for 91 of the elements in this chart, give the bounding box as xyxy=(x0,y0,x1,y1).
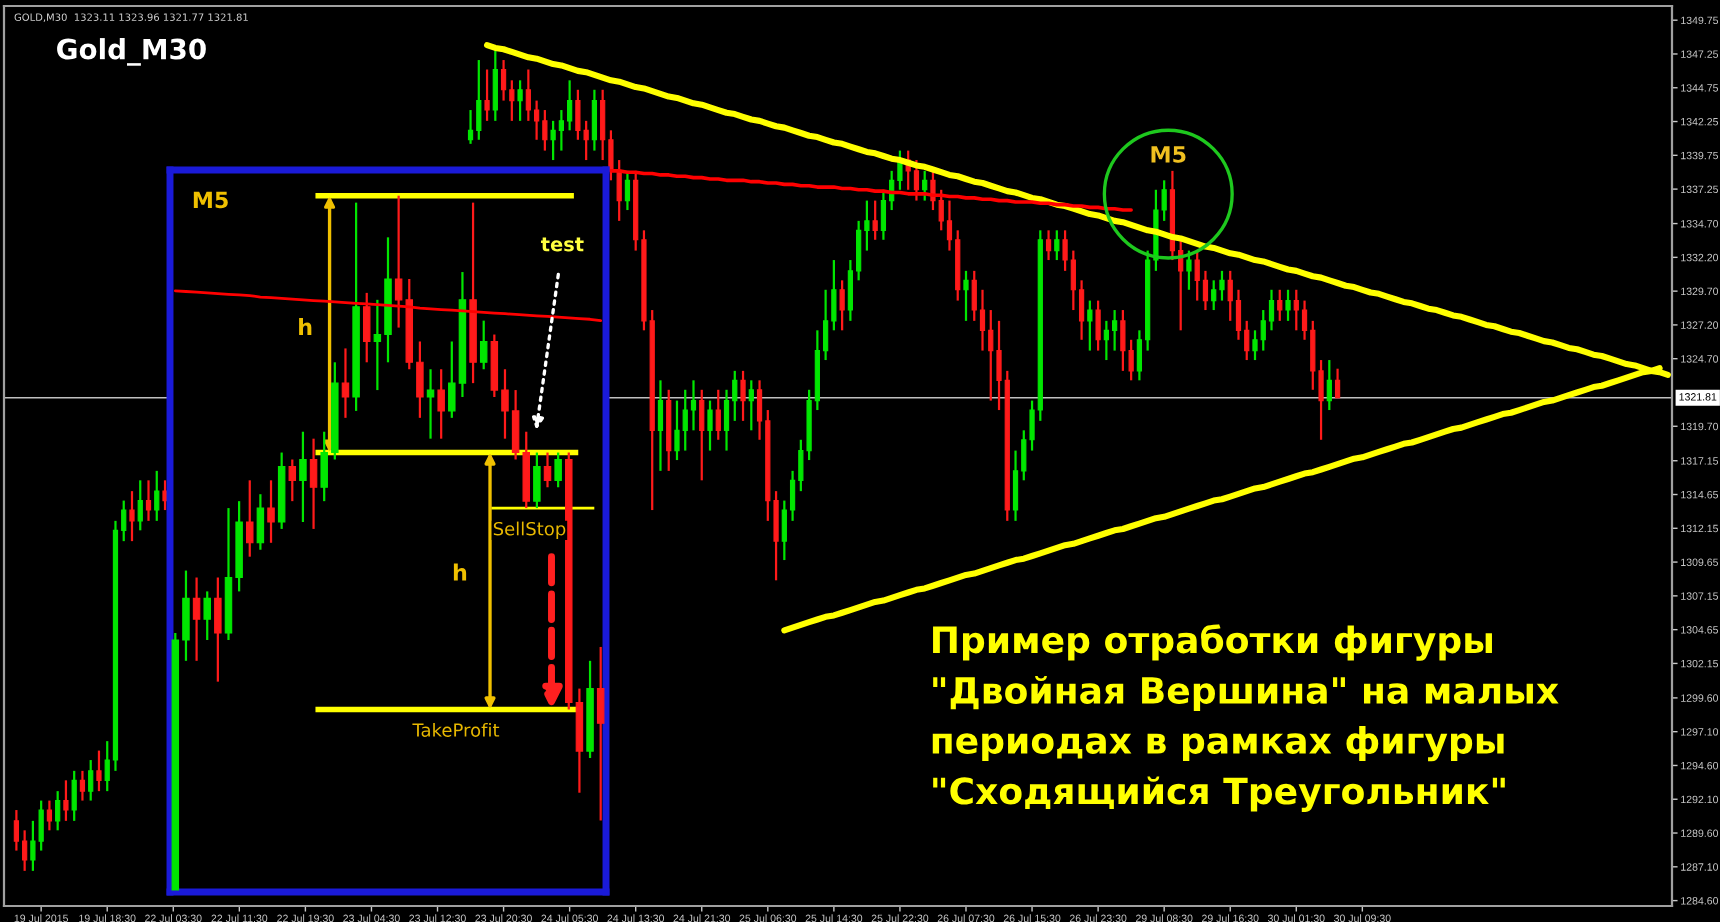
candlestick xyxy=(267,479,275,544)
candlestick xyxy=(309,437,318,531)
candlestick xyxy=(657,379,664,472)
candlestick xyxy=(533,451,541,510)
candlestick xyxy=(558,108,564,152)
annotation: test xyxy=(540,237,584,252)
candlestick xyxy=(880,188,887,241)
candlestick xyxy=(256,493,265,551)
candlestick xyxy=(79,769,86,802)
candlestick xyxy=(88,758,94,802)
candlestick xyxy=(715,388,721,441)
candlestick xyxy=(542,108,548,152)
candlestick xyxy=(872,199,878,241)
candlestick xyxy=(740,369,746,422)
candlestick xyxy=(1260,308,1266,352)
candlestick xyxy=(674,399,680,462)
annotation: h xyxy=(453,563,467,581)
candlestick xyxy=(55,790,61,832)
candlestick xyxy=(63,779,69,822)
candlestick xyxy=(479,319,488,371)
candlestick xyxy=(596,645,605,822)
candlestick xyxy=(1194,249,1200,302)
candlestick xyxy=(839,279,845,332)
candlestick xyxy=(492,49,498,122)
candlestick xyxy=(963,269,969,322)
candlestick xyxy=(517,79,523,122)
candlestick xyxy=(71,769,77,822)
candlestick xyxy=(1326,358,1332,412)
candlestick xyxy=(154,469,160,522)
candlestick xyxy=(1087,299,1093,352)
candlestick xyxy=(203,590,211,642)
candlestick xyxy=(1186,249,1192,291)
candlestick xyxy=(567,79,573,132)
annotation: M5 xyxy=(1151,146,1186,163)
candlestick xyxy=(288,458,297,503)
annotation: h xyxy=(299,318,312,335)
candlestick xyxy=(543,451,552,489)
candlestick xyxy=(616,158,622,222)
candlestick xyxy=(46,799,53,832)
candlestick xyxy=(1095,299,1101,352)
candlestick xyxy=(1334,367,1341,400)
candlestick xyxy=(129,490,135,543)
candlestick xyxy=(1211,279,1217,312)
candlestick xyxy=(137,479,143,532)
candlestick xyxy=(1045,229,1052,262)
candlestick xyxy=(1054,229,1060,262)
candlestick xyxy=(1112,308,1118,352)
candlestick xyxy=(748,379,754,432)
candlestick xyxy=(476,58,482,141)
candlestick xyxy=(1285,288,1291,322)
candlestick xyxy=(525,68,531,122)
candlestick xyxy=(1103,319,1109,362)
candlestick xyxy=(192,576,201,662)
annotation: M5 xyxy=(193,191,228,209)
candlestick xyxy=(913,158,920,202)
candlestick xyxy=(938,188,944,232)
candlestick xyxy=(1277,288,1283,322)
candlestick xyxy=(1120,308,1126,372)
candlestick xyxy=(699,388,705,482)
candlestick xyxy=(554,451,562,489)
candlestick xyxy=(575,88,581,141)
candlestick xyxy=(437,368,445,440)
candlestick xyxy=(96,749,102,793)
candlestick xyxy=(145,479,152,522)
annotation: Пример отработки фигуры "Двойная Вершина" на малых периодах в рамках фигуры "Сходящийся Треугольник" xyxy=(932,624,1559,812)
ref-line-label: TakeProfit xyxy=(412,722,500,737)
candlestick xyxy=(723,388,730,452)
candlestick xyxy=(624,169,631,212)
candlestick xyxy=(600,88,606,162)
candlestick xyxy=(690,379,697,432)
candlestick xyxy=(1293,288,1299,332)
candlestick xyxy=(988,308,994,402)
ref-line-label: SellStop xyxy=(493,521,566,540)
candlestick xyxy=(341,347,350,419)
candlestick xyxy=(214,576,222,683)
candlestick xyxy=(1268,288,1275,332)
candlestick xyxy=(591,88,598,152)
candlestick xyxy=(979,288,986,352)
candlestick xyxy=(922,169,928,202)
candlestick xyxy=(246,479,254,558)
candlestick xyxy=(484,68,490,122)
candlestick xyxy=(707,399,713,452)
candlestick xyxy=(299,430,307,524)
candlestick xyxy=(426,368,435,440)
text: Gold_M30 xyxy=(57,38,206,66)
candlestick xyxy=(500,58,507,102)
candlestick xyxy=(467,108,474,145)
candlestick xyxy=(362,291,371,364)
candlestick xyxy=(682,388,688,452)
candlestick xyxy=(550,119,556,162)
candlestick xyxy=(1219,269,1225,302)
